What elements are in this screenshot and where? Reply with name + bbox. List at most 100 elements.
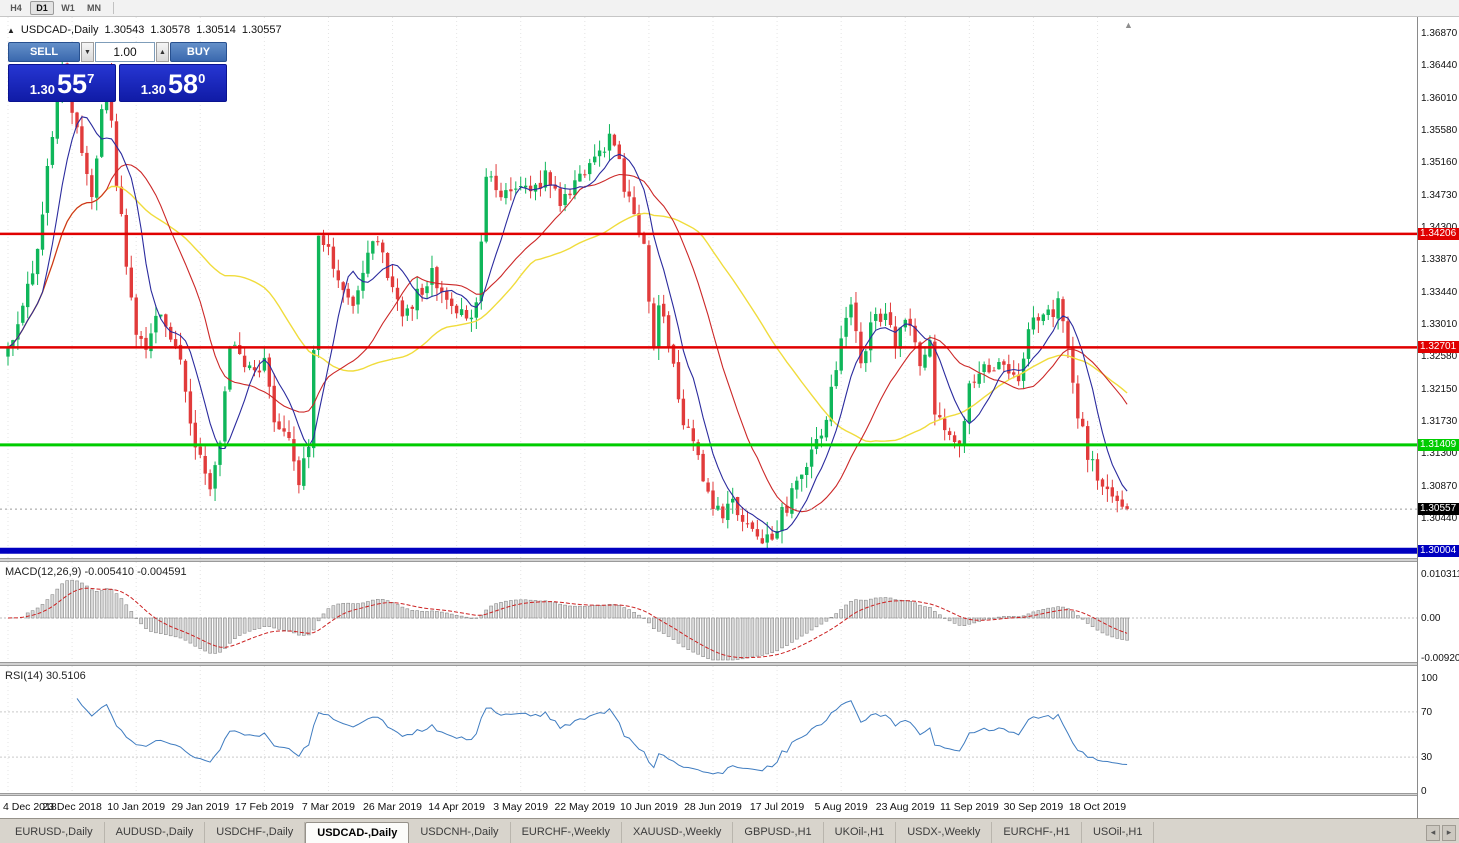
moving-averages-layer: [7, 116, 1128, 534]
tab-eurchf-h1[interactable]: EURCHF-,H1: [992, 822, 1082, 843]
chart-shift-marker-icon[interactable]: ▲: [1124, 20, 1133, 30]
macd-histogram-layer: [25, 579, 1129, 661]
ohlc-open: 1.30543: [104, 24, 145, 36]
up-triangle-icon: ▲: [7, 25, 15, 35]
tab-gbpusd-h1[interactable]: GBPUSD-,H1: [733, 822, 824, 843]
rsi-axis-label: 70: [1421, 706, 1433, 718]
rsi-guide-levels-layer: [0, 711, 1417, 758]
timeframe-mn-button[interactable]: MN: [87, 3, 101, 13]
sell-price-pip-digit: 7: [87, 71, 95, 86]
price-axis-label: 1.33440: [1421, 286, 1458, 298]
horizontal-levels-layer: [0, 232, 1417, 554]
date-axis-label: 3 May 2019: [493, 801, 549, 813]
sell-button[interactable]: SELL: [8, 42, 80, 62]
volume-increase-button[interactable]: ▲: [156, 42, 169, 62]
date-axis-label: 23 Dec 2018: [42, 801, 102, 813]
trade-buttons-row: SELL ▼ ▲ BUY: [8, 42, 227, 62]
tab-scroll-right-button[interactable]: ▸: [1442, 824, 1456, 841]
date-axis-label: 30 Sep 2019: [1003, 801, 1064, 813]
tab-ukoil-h1[interactable]: UKOil-,H1: [824, 822, 897, 843]
candles-layer: [6, 60, 1129, 553]
rsi-axis-label: 30: [1421, 752, 1433, 764]
date-axis-label: 18 Oct 2019: [1068, 801, 1127, 813]
date-axis: 4 Dec 2018 23 Dec 2018 10 Jan 2019 29 Jan 2…: [0, 796, 1417, 818]
price-axis-label: 1.35160: [1421, 157, 1458, 169]
buy-price-pip-digit: 0: [198, 71, 206, 86]
date-axis-label: 10 Jun 2019: [619, 801, 678, 813]
rsi-indicator-label: RSI(14) 30.5106: [5, 670, 86, 682]
buy-price-box[interactable]: 1.30 58 0: [119, 64, 227, 102]
date-axis-label: 17 Feb 2019: [234, 801, 294, 813]
level-price-chip: 1.34206: [1418, 228, 1459, 240]
ohlc-high: 1.30578: [150, 24, 191, 36]
toolbar-separator: [113, 2, 114, 14]
buy-price-big-digits: 58: [168, 69, 199, 99]
ohlc-low: 1.30514: [196, 24, 236, 36]
price-axis-label: 1.36870: [1421, 28, 1458, 39]
macd-axis-label: -0.00920: [1421, 652, 1459, 664]
volume-input[interactable]: [95, 42, 155, 62]
panel-splitter[interactable]: [0, 793, 1459, 796]
date-axis-label: 23 Aug 2019: [875, 801, 935, 813]
panel-splitter[interactable]: [0, 558, 1459, 562]
timeframe-toolbar: H4 D1 W1 MN: [0, 0, 1459, 17]
price-axis-label: 1.31300: [1421, 448, 1458, 460]
grid-layer: [7, 666, 1099, 793]
price-chart-canvas[interactable]: [0, 17, 1417, 558]
date-axis-label: 26 Mar 2019: [363, 801, 423, 813]
price-axis-label: 1.33010: [1421, 318, 1458, 330]
tab-usdchf-daily[interactable]: USDCHF-,Daily: [205, 822, 306, 843]
current-price-chip: 1.30557: [1418, 503, 1459, 515]
ohlc-close: 1.30557: [241, 24, 282, 36]
macd-axis-label: 0.010311: [1421, 568, 1459, 580]
chart-tab-bar: EURUSD-,Daily AUDUSD-,Daily USDCHF-,Daily U…: [0, 818, 1459, 843]
rsi-indicator-canvas[interactable]: [0, 666, 1417, 793]
date-axis-label: 28 Jun 2019: [684, 801, 742, 813]
price-axis-label: 1.34730: [1421, 189, 1458, 201]
tab-scroll-arrows: ◂ ▸: [1426, 822, 1456, 843]
tab-xauusd-weekly[interactable]: XAUUSD-,Weekly: [622, 822, 734, 843]
tab-usdx-weekly[interactable]: USDX-,Weekly: [896, 822, 993, 843]
price-axis-label: 1.35580: [1421, 124, 1458, 136]
timeframe-w1-button[interactable]: W1: [61, 3, 75, 13]
timeframe-h4-button[interactable]: H4: [10, 3, 22, 13]
chart-ohlc-header: ▲ USDCAD-,Daily 1.30543 1.30578 1.30514 …: [7, 24, 282, 36]
tab-audusd-daily[interactable]: AUDUSD-,Daily: [105, 822, 206, 843]
sell-price-big-digits: 55: [57, 69, 88, 99]
price-axis-label: 1.34300: [1421, 222, 1457, 233]
volume-decrease-button[interactable]: ▼: [81, 42, 94, 62]
rsi-axis-label: 0: [1421, 786, 1427, 797]
sell-price-prefix: 1.30: [29, 82, 56, 97]
timeframe-d1-button[interactable]: D1: [30, 1, 54, 15]
date-axis-label: 5 Aug 2019: [814, 801, 868, 813]
macd-indicator-canvas[interactable]: [0, 562, 1417, 662]
macd-indicator-label: MACD(12,26,9) -0.005410 -0.004591: [5, 566, 187, 578]
date-axis-label: 17 Jul 2019: [749, 801, 805, 813]
tab-usoil-h1[interactable]: USOil-,H1: [1082, 822, 1155, 843]
tab-usdcnh-daily[interactable]: USDCNH-,Daily: [409, 822, 511, 843]
grid-layer: [7, 562, 1099, 662]
price-axis-label: 1.36440: [1421, 60, 1458, 72]
tab-eurusd-daily[interactable]: EURUSD-,Daily: [4, 822, 105, 843]
rsi-axis-label: 100: [1421, 673, 1438, 684]
price-axis-label: 1.36010: [1421, 92, 1458, 104]
price-axis-label: 1.32150: [1421, 383, 1458, 395]
buy-button[interactable]: BUY: [170, 42, 227, 62]
date-axis-label: 22 May 2019: [554, 801, 616, 813]
tab-usdcad-daily[interactable]: USDCAD-,Daily: [305, 822, 410, 843]
price-axis-label: 1.32580: [1421, 351, 1458, 363]
level-price-chip: 1.31409: [1418, 439, 1459, 451]
price-axis-label: 1.31730: [1421, 415, 1458, 427]
date-axis-label: 14 Apr 2019: [428, 801, 485, 813]
tab-scroll-left-button[interactable]: ◂: [1426, 824, 1440, 841]
date-axis-label: 11 Sep 2019: [939, 801, 999, 813]
price-axis-label: 1.30440: [1421, 512, 1458, 524]
trade-prices-row: 1.30 55 7 1.30 58 0: [8, 64, 227, 102]
sell-price-box[interactable]: 1.30 55 7: [8, 64, 116, 102]
price-axis-label: 1.30870: [1421, 480, 1458, 492]
panel-splitter[interactable]: [0, 662, 1459, 666]
level-price-chip: 1.32701: [1418, 341, 1459, 353]
tab-eurchf-weekly[interactable]: EURCHF-,Weekly: [511, 822, 622, 843]
rsi-line: [76, 698, 1128, 775]
